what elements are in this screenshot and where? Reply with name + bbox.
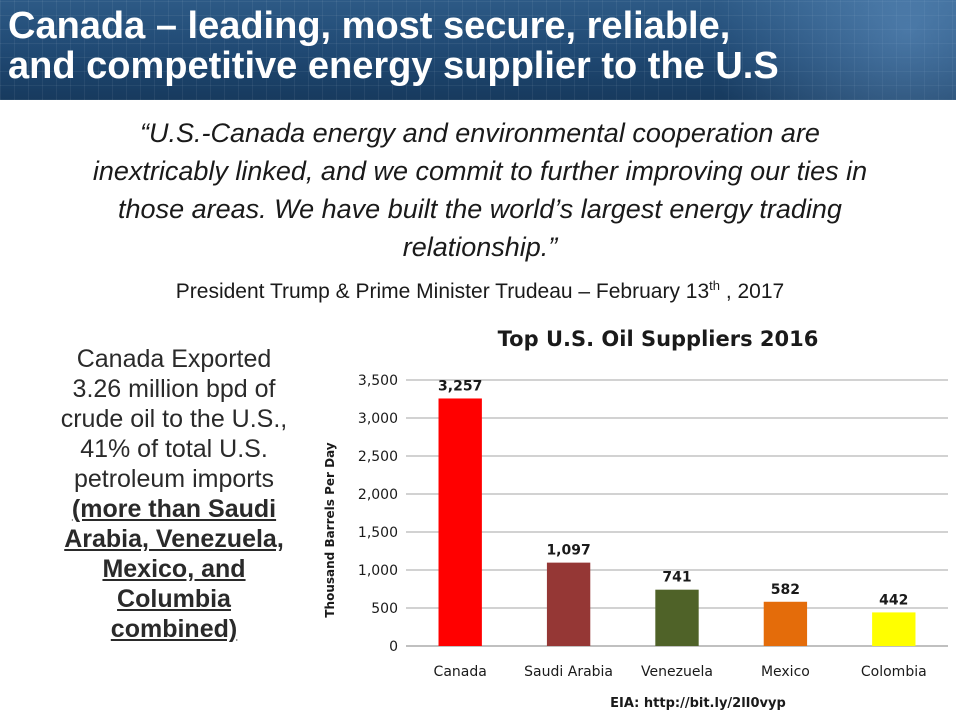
summary-emphasis-4: Columbia	[117, 585, 231, 613]
data-label: 442	[879, 592, 908, 608]
title-line-1: Canada – leading, most secure, reliable,	[8, 5, 731, 47]
chart-source-note: EIA: http://bit.ly/2lI0vyp	[610, 696, 786, 711]
bar-saudi-arabia	[546, 562, 591, 646]
x-tick-label: Colombia	[861, 664, 927, 680]
summary-emphasis-5: combined)	[110, 615, 238, 643]
summary-line-5: petroleum imports	[73, 465, 275, 493]
attribution-text: President Trump & Prime Minister Trudeau…	[175, 280, 710, 303]
chart-data-labels: 3,257 1,097 741 582 442	[438, 378, 908, 608]
summary-emphasis-1: (more than Saudi	[71, 495, 277, 523]
y-tick-label: 3,000	[358, 411, 398, 427]
quote-line-4: relationship.”	[402, 232, 558, 262]
y-tick-label: 2,000	[358, 487, 398, 503]
y-tick-label: 500	[371, 601, 398, 617]
chart-gridlines	[406, 379, 948, 647]
attribution-superscript: th	[709, 278, 720, 293]
data-label: 3,257	[438, 378, 482, 394]
y-tick-label: 2,500	[358, 449, 398, 465]
data-label: 582	[771, 582, 800, 598]
y-tick-label: 0	[389, 639, 398, 655]
x-tick-label: Saudi Arabia	[524, 664, 613, 680]
title-line-2: and competitive energy supplier to the U…	[8, 45, 779, 87]
chart-bars	[438, 398, 916, 646]
summary-emphasis-2: Arabia, Venezuela,	[64, 525, 284, 553]
summary-line-2: 3.26 million bpd of	[72, 375, 276, 403]
header-glow	[636, 0, 956, 100]
quote-block: “U.S.-Canada energy and environmental co…	[12, 114, 948, 266]
y-tick-label: 3,500	[358, 373, 398, 389]
summary-line-1: Canada Exported	[76, 345, 272, 373]
slide-title: Canada – leading, most secure, reliable,…	[8, 6, 779, 86]
bar-canada	[438, 398, 482, 646]
header-banner: Canada – leading, most secure, reliable,…	[0, 0, 956, 100]
quote-line-1: “U.S.-Canada energy and environmental co…	[140, 118, 820, 148]
summary-line-4: 41% of total U.S.	[80, 435, 268, 463]
attribution-suffix: , 2017	[720, 280, 785, 303]
header-grid-pattern	[0, 0, 956, 100]
oil-suppliers-chart: Top U.S. Oil Suppliers 2016 Thousand Bar…	[323, 327, 948, 711]
x-tick-label: Venezuela	[641, 664, 713, 680]
summary-emphasis-3: Mexico, and	[102, 555, 246, 583]
data-label: 1,097	[546, 543, 590, 559]
chart-x-ticks: Canada Saudi Arabia Venezuela Mexico Colombi…	[434, 664, 927, 680]
quote-line-3: those areas. We have built the world’s l…	[118, 194, 842, 224]
x-tick-label: Canada	[434, 664, 487, 680]
quote-line-2: inextricably linked, and we commit to fu…	[92, 156, 868, 186]
y-tick-label: 1,000	[358, 563, 398, 579]
bar-mexico	[763, 601, 808, 646]
quote-attribution: President Trump & Prime Minister Trudeau…	[40, 278, 920, 304]
chart-y-ticks: 0 500 1,000 1,500 2,000 2,500 3,000 3,500	[358, 373, 398, 655]
export-summary: Canada Exported 3.26 million bpd of crud…	[24, 344, 324, 644]
bar-colombia	[872, 612, 916, 646]
bar-venezuela	[655, 589, 699, 646]
y-tick-label: 1,500	[358, 525, 398, 541]
chart-title: Top U.S. Oil Suppliers 2016	[498, 327, 819, 351]
summary-line-3: crude oil to the U.S.,	[60, 405, 288, 433]
x-tick-label: Mexico	[761, 664, 810, 680]
data-label: 741	[662, 570, 691, 586]
chart-y-axis-label: Thousand Barrels Per Day	[323, 442, 337, 617]
